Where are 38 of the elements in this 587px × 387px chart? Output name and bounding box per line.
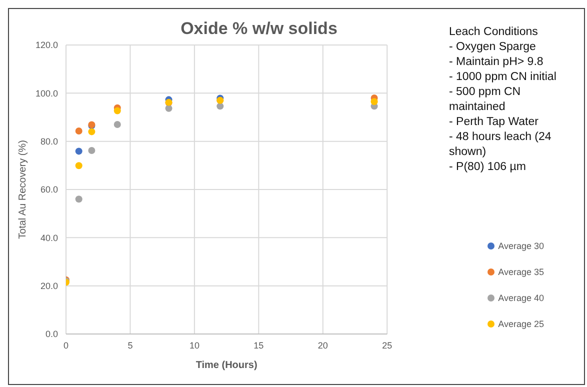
legend-label: Average 35 xyxy=(497,266,544,279)
point xyxy=(75,148,82,155)
x-tick-label: 5 xyxy=(128,340,133,350)
point xyxy=(88,146,96,154)
y-tick-label: 120.0 xyxy=(35,40,58,50)
point xyxy=(75,162,82,170)
x-tick-label: 0 xyxy=(63,340,69,350)
text: Leach Conditions xyxy=(449,25,539,40)
y-tick-label: 40.0 xyxy=(40,232,58,243)
legend-label: Average 40 xyxy=(497,292,544,305)
x-axis-title: Time (Hours) xyxy=(196,360,258,371)
y-tick-label: 20.0 xyxy=(40,281,58,292)
x-tick-label: 10 xyxy=(189,340,200,350)
point xyxy=(165,104,172,112)
text: - Oxygen Sparge xyxy=(449,40,537,55)
x-tick-label: 25 xyxy=(382,340,392,350)
legend-label: Average 30 xyxy=(497,240,544,253)
text: - Perth Tap Water xyxy=(449,115,540,130)
point xyxy=(114,120,121,128)
legend-label: Average 25 xyxy=(497,318,544,331)
point xyxy=(88,128,96,136)
point xyxy=(75,196,82,203)
y-tick-label: 80.0 xyxy=(40,136,58,147)
point xyxy=(370,98,378,106)
y-tick-label: 0.0 xyxy=(45,329,58,340)
text: - P(80) 106 µm xyxy=(449,160,527,175)
y-tick-label: 60.0 xyxy=(40,184,58,195)
chart-title: Oxide % w/w solids xyxy=(180,19,338,38)
point xyxy=(75,127,82,134)
x-tick-label: 15 xyxy=(254,340,264,350)
y-tick-label: 100.0 xyxy=(35,88,58,98)
text: - 1000 ppm CN initial xyxy=(449,70,558,85)
text: - 48 hours leach (24 shown) xyxy=(449,130,552,160)
text: - 500 ppm CN maintained xyxy=(449,85,522,115)
x-tick-label: 20 xyxy=(318,340,328,350)
point xyxy=(114,107,121,114)
text: - Maintain pH> 9.8 xyxy=(449,55,544,70)
y-axis-title: Total Au Recovery (%) xyxy=(18,140,29,239)
